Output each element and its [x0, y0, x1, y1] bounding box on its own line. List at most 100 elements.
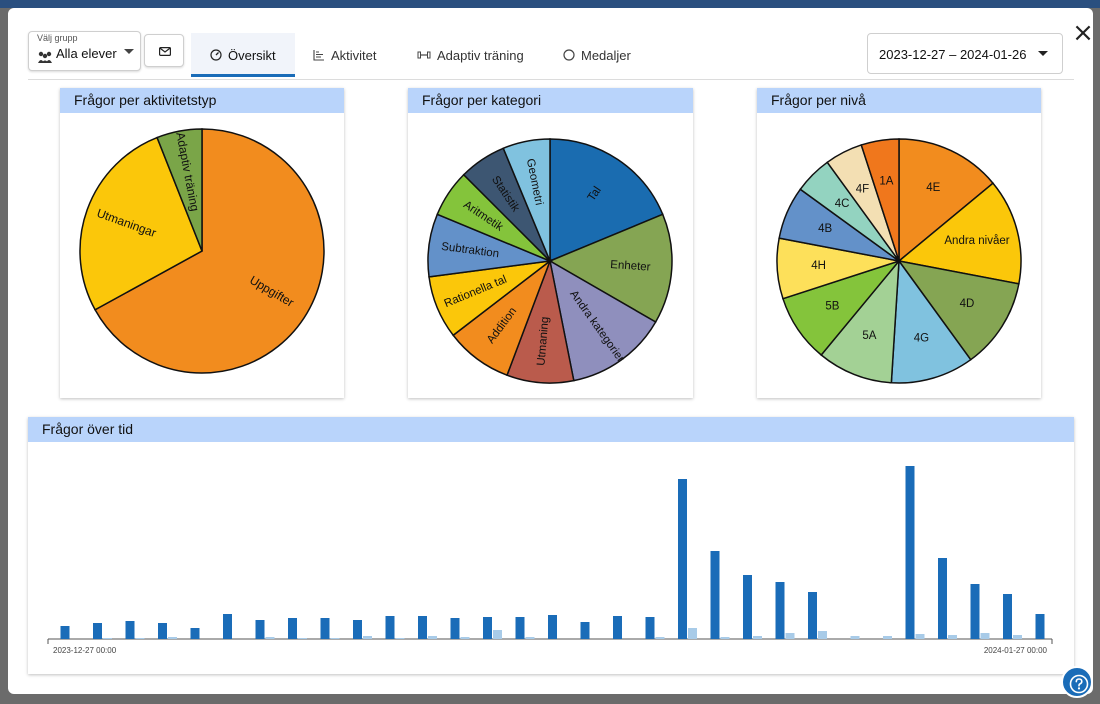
bar-primary[interactable] — [125, 621, 135, 639]
tab-adaptiv-traning-label: Adaptiv träning — [437, 47, 524, 63]
card-title: Frågor per nivå — [757, 88, 1041, 113]
stats-modal: × Välj grupp Alla elever Översikt — [8, 8, 1094, 694]
close-icon[interactable]: × — [1072, 18, 1094, 48]
card-title: Frågor per kategori — [408, 88, 693, 113]
pie-slice-label: 1A — [879, 176, 893, 188]
pie-slice-utmaningar[interactable] — [79, 136, 203, 311]
bar-primary[interactable] — [905, 466, 915, 639]
bar-primary[interactable] — [1035, 614, 1045, 639]
bar-primary[interactable] — [775, 582, 785, 639]
bar-secondary[interactable] — [363, 636, 372, 639]
bar-primary[interactable] — [93, 623, 102, 639]
bar-secondary[interactable] — [688, 628, 697, 639]
bar-secondary[interactable] — [460, 637, 470, 639]
pie-slice-adaptiv-tr-ning[interactable] — [156, 128, 203, 252]
bar-secondary[interactable] — [915, 634, 925, 639]
pie-slice-label: Utmaning — [535, 316, 551, 366]
bar-primary[interactable] — [158, 623, 167, 639]
bar-primary[interactable] — [938, 558, 947, 639]
envelope-icon — [159, 47, 171, 56]
chart-icon — [313, 49, 324, 61]
group-select-label: Välj grupp — [37, 33, 78, 43]
pie-slice-1a[interactable] — [860, 138, 900, 262]
level-card: Frågor per nivå 4E Andra nivåer 4D 4G 5A 5B 4H… — [757, 88, 1041, 398]
bar-primary[interactable] — [515, 617, 525, 639]
category-card: Frågor per kategori Tal Enheter Andra kate… — [408, 88, 693, 398]
pie-slice-andra-niv-er[interactable] — [897, 182, 1022, 285]
tab-adaptiv-traning[interactable]: Adaptiv träning — [417, 33, 542, 77]
bar-secondary[interactable] — [1013, 635, 1022, 639]
bar-primary[interactable] — [1003, 594, 1012, 639]
bar-primary[interactable] — [223, 614, 232, 639]
bar-primary[interactable] — [353, 620, 362, 639]
pie-slice-label: 4B — [818, 223, 832, 235]
pie-slice-label: Enheter — [610, 259, 651, 274]
pie-slice-label: 4C — [835, 198, 850, 210]
bar-primary[interactable] — [743, 575, 752, 639]
pie-slice-andra-kategorier[interactable] — [548, 259, 657, 382]
pie-slice-4e[interactable] — [898, 138, 995, 263]
bar-secondary[interactable] — [330, 638, 340, 639]
send-email-button[interactable] — [144, 34, 184, 67]
pie-slice-4g[interactable] — [890, 258, 972, 384]
tab-oversikt[interactable]: Översikt — [191, 33, 295, 77]
bar-secondary[interactable] — [850, 636, 860, 639]
bar-primary[interactable] — [710, 551, 720, 639]
bar-primary[interactable] — [678, 479, 687, 639]
bar-secondary[interactable] — [298, 638, 307, 639]
bar-primary[interactable] — [190, 628, 200, 639]
pie-slice-label: 4H — [811, 260, 826, 272]
pie-slice-label: 4D — [960, 298, 975, 310]
bar-secondary[interactable] — [980, 633, 990, 639]
bar-primary[interactable] — [580, 622, 590, 639]
bar-secondary[interactable] — [785, 633, 795, 639]
bar-secondary[interactable] — [135, 638, 145, 639]
bar-secondary[interactable] — [525, 637, 535, 639]
header-divider — [28, 79, 1074, 80]
active-tab-indicator — [191, 74, 295, 77]
tab-medaljer-label: Medaljer — [581, 47, 631, 63]
bar-primary[interactable] — [808, 592, 817, 639]
bar-primary[interactable] — [60, 626, 70, 639]
help-button[interactable] — [1061, 666, 1093, 698]
bar-secondary[interactable] — [818, 631, 827, 639]
bar-primary[interactable] — [288, 618, 297, 639]
bar-primary[interactable] — [450, 618, 460, 639]
bar-secondary[interactable] — [493, 630, 502, 639]
pie-slice-label: 4F — [856, 183, 869, 195]
pie-slice-label: 4G — [914, 332, 929, 344]
group-select[interactable]: Välj grupp Alla elever — [28, 31, 141, 71]
tab-aktivitet[interactable]: Aktivitet — [313, 33, 393, 77]
date-range-picker[interactable]: 2023-12-27 – 2024-01-26 — [867, 33, 1063, 74]
bar-secondary[interactable] — [168, 637, 177, 639]
card-title: Frågor per aktivitetstyp — [60, 88, 344, 113]
bar-primary[interactable] — [613, 616, 622, 639]
bar-primary[interactable] — [970, 584, 980, 639]
pie-slice-geometri[interactable] — [502, 138, 551, 262]
tab-medaljer[interactable]: Medaljer — [563, 33, 643, 77]
bar-secondary[interactable] — [395, 638, 405, 639]
pie-slice-label: Andra nivåer — [944, 235, 1009, 247]
bar-secondary[interactable] — [720, 637, 730, 639]
pie-slice-4d[interactable] — [897, 259, 1020, 361]
bar-primary[interactable] — [255, 620, 265, 639]
pie-slice-tal[interactable] — [549, 138, 664, 263]
date-range-value: 2023-12-27 – 2024-01-26 — [879, 47, 1027, 62]
bar-primary[interactable] — [418, 616, 427, 639]
pie-slice-5a[interactable] — [820, 258, 900, 384]
bar-secondary[interactable] — [948, 635, 957, 639]
bar-primary[interactable] — [645, 617, 655, 639]
bar-primary[interactable] — [548, 615, 557, 639]
bar-secondary[interactable] — [753, 636, 762, 639]
pie-slice-uppgifter[interactable] — [94, 128, 325, 374]
bar-secondary[interactable] — [883, 636, 892, 639]
bar-secondary[interactable] — [103, 638, 112, 639]
bar-primary[interactable] — [320, 618, 330, 639]
bar-secondary[interactable] — [655, 637, 665, 639]
bar-secondary[interactable] — [265, 637, 275, 639]
bar-primary[interactable] — [483, 617, 492, 639]
bar-primary[interactable] — [385, 616, 395, 639]
bar-secondary[interactable] — [428, 636, 437, 639]
x-axis-end-label: 2024-01-27 00:00 — [984, 646, 1048, 655]
pie-slice-enheter[interactable] — [548, 213, 673, 324]
